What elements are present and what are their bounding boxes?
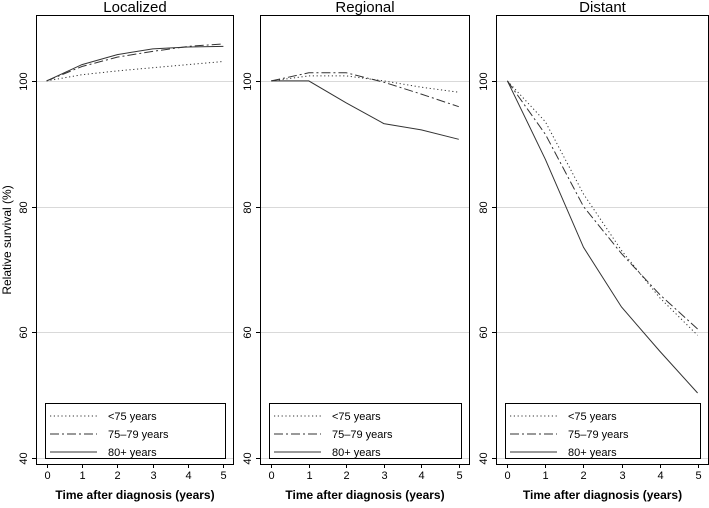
y-tick-label: 100: [242, 72, 254, 90]
series-line-dashdot: [506, 80, 698, 330]
y-tick-label: 80: [18, 201, 30, 213]
x-tick-label: 4: [418, 470, 424, 482]
series-line-solid: [46, 45, 224, 82]
x-tick-label: 0: [504, 470, 510, 482]
legend-label: <75 years: [332, 411, 381, 423]
legend: <75 years 75–79 years 80+ years: [505, 403, 701, 459]
panel-distant: 40 60 80 100 0 1 2 3 4 5 Distant Time after diagnos…: [478, 0, 709, 502]
x-tick-label: 2: [114, 470, 120, 482]
legend-label: 75–79 years: [332, 429, 393, 441]
x-tick-label: 1: [306, 470, 312, 482]
legend-label: 75–79 years: [108, 429, 169, 441]
legend-box: [45, 403, 226, 459]
series-line-dotted: [46, 61, 224, 82]
legend-label: 80+ years: [108, 447, 157, 459]
y-axis-label: Relative survival (%): [0, 185, 14, 294]
y-tick-label: 80: [242, 201, 254, 213]
legend-label: 80+ years: [568, 447, 617, 459]
panel-title: Regional: [335, 0, 394, 16]
series-line-dotted: [271, 75, 459, 93]
series-line-dashdot: [271, 72, 459, 108]
y-tick-label: 60: [18, 326, 30, 338]
y-tick-label: 100: [478, 72, 490, 90]
x-tick-label: 0: [268, 470, 274, 482]
legend-label: 80+ years: [332, 447, 381, 459]
legend: <75 years 75–79 years 80+ years: [45, 403, 226, 459]
x-tick-label: 5: [456, 470, 462, 482]
x-tick-label: 3: [381, 470, 387, 482]
x-tick-label: 0: [44, 470, 50, 482]
x-tick-label: 5: [220, 470, 226, 482]
y-tick-label: 60: [478, 326, 490, 338]
x-tick-label: 5: [695, 470, 701, 482]
legend-box: [269, 403, 462, 459]
y-tick-label: 100: [18, 72, 30, 90]
plot-area: [496, 15, 709, 465]
x-axis-label: Time after diagnosis (years): [55, 488, 214, 502]
panel-title: Localized: [103, 0, 166, 16]
panel-localized: 40 60 80 100 0 1 2 3 4 5 Localized Time after diagn…: [0, 0, 234, 502]
y-tick-label: 40: [18, 452, 30, 464]
x-tick-label: 2: [580, 470, 586, 482]
x-axis-label: Time after diagnosis (years): [285, 488, 444, 502]
panel-title: Distant: [579, 0, 627, 16]
x-tick-label: 1: [79, 470, 85, 482]
y-tick-label: 40: [478, 452, 490, 464]
legend-box: [505, 403, 701, 459]
series-line-dashdot: [46, 43, 224, 82]
series-line-solid: [271, 80, 459, 140]
x-tick-label: 4: [657, 470, 663, 482]
plot-area: [260, 15, 470, 465]
x-axis-label: Time after diagnosis (years): [523, 488, 682, 502]
legend-label: <75 years: [568, 411, 617, 423]
series-line-dotted: [507, 80, 698, 336]
x-tick-label: 3: [619, 470, 625, 482]
legend-label: <75 years: [108, 411, 157, 423]
x-tick-label: 3: [150, 470, 156, 482]
x-tick-label: 1: [542, 470, 548, 482]
panel-regional: 40 60 80 100 0 1 2 3 4 5 Regional Time after diagno…: [242, 0, 470, 502]
legend: <75 years 75–79 years 80+ years: [269, 403, 462, 459]
y-tick-label: 40: [242, 452, 254, 464]
y-tick-label: 80: [478, 201, 490, 213]
y-tick-label: 60: [242, 326, 254, 338]
x-tick-label: 2: [343, 470, 349, 482]
x-tick-label: 4: [185, 470, 191, 482]
series-line-solid: [506, 80, 698, 394]
legend-label: 75–79 years: [568, 429, 629, 441]
plot-area: [36, 15, 234, 465]
